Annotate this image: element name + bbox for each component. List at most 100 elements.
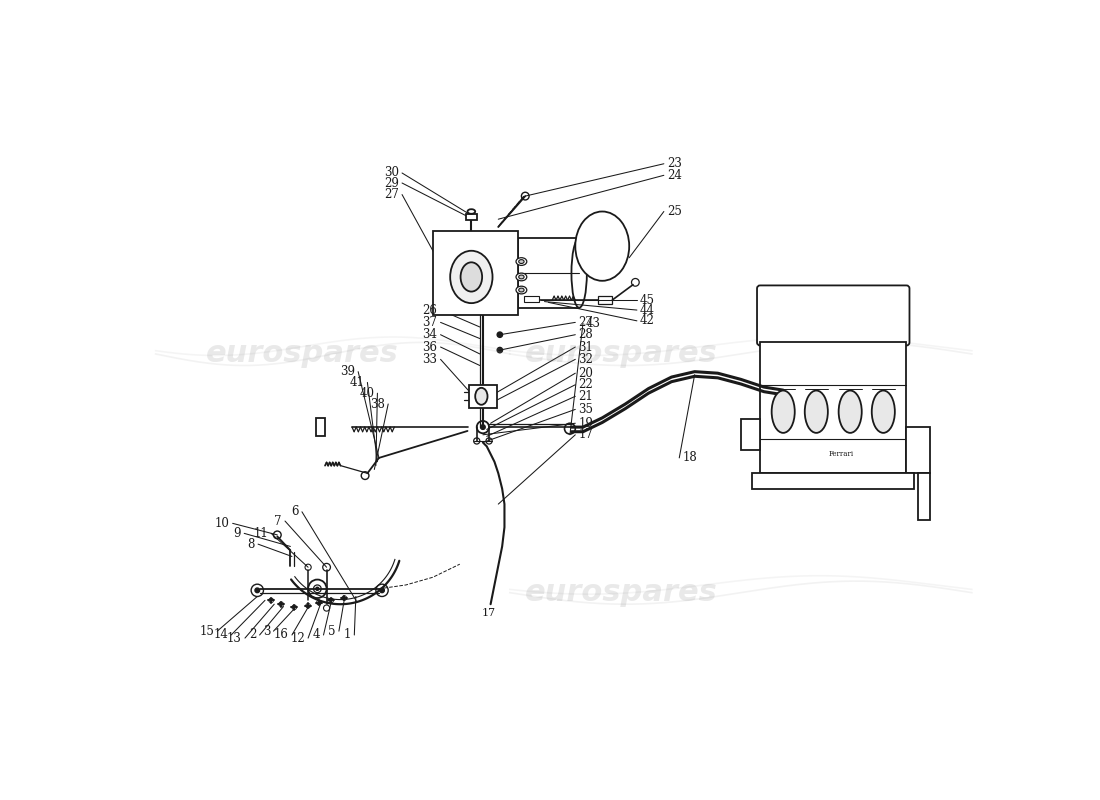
Text: 14: 14	[213, 629, 228, 642]
Circle shape	[497, 332, 503, 338]
Text: 12: 12	[290, 631, 305, 645]
Circle shape	[631, 278, 639, 286]
Text: 17: 17	[579, 428, 593, 442]
Text: 23: 23	[667, 158, 682, 170]
Text: 2: 2	[249, 629, 256, 642]
Text: 19: 19	[579, 417, 593, 430]
Ellipse shape	[468, 209, 475, 214]
Text: 38: 38	[371, 398, 385, 410]
Circle shape	[251, 584, 264, 597]
Text: 10: 10	[214, 517, 230, 530]
Ellipse shape	[519, 288, 524, 292]
Text: 37: 37	[422, 316, 438, 329]
Circle shape	[305, 564, 311, 570]
Text: 3: 3	[263, 625, 271, 638]
Text: 27: 27	[579, 316, 593, 329]
Text: 33: 33	[422, 353, 438, 366]
Text: 9: 9	[233, 527, 241, 540]
Circle shape	[486, 438, 492, 444]
Circle shape	[437, 304, 444, 312]
Text: 40: 40	[360, 386, 374, 400]
Text: 26: 26	[422, 303, 438, 317]
Text: 1: 1	[344, 629, 351, 642]
Text: 24: 24	[667, 169, 682, 182]
Circle shape	[329, 598, 333, 602]
Bar	[741, 419, 760, 450]
Text: 15: 15	[199, 625, 214, 638]
Circle shape	[746, 428, 757, 438]
Circle shape	[476, 421, 490, 434]
Circle shape	[376, 584, 388, 597]
Text: 5: 5	[328, 625, 336, 638]
Ellipse shape	[519, 275, 524, 279]
Circle shape	[506, 234, 514, 242]
Circle shape	[595, 258, 602, 265]
Bar	[316, 418, 326, 436]
Text: 13: 13	[227, 631, 242, 645]
Circle shape	[268, 598, 274, 602]
Text: 25: 25	[667, 205, 682, 218]
Ellipse shape	[838, 390, 861, 433]
Circle shape	[437, 234, 444, 242]
Text: 32: 32	[579, 353, 593, 366]
Text: 43: 43	[586, 317, 601, 330]
Text: 45: 45	[640, 294, 654, 306]
Text: 18: 18	[682, 451, 697, 464]
Bar	[466, 214, 476, 220]
Text: 22: 22	[579, 378, 593, 391]
Text: 21: 21	[579, 390, 593, 403]
Bar	[433, 230, 518, 315]
Text: 11: 11	[253, 527, 268, 540]
Text: 35: 35	[579, 403, 593, 416]
Text: 6: 6	[292, 506, 299, 518]
Circle shape	[323, 605, 330, 611]
FancyBboxPatch shape	[757, 286, 910, 346]
Circle shape	[316, 587, 319, 590]
Ellipse shape	[450, 250, 493, 303]
Bar	[598, 296, 613, 304]
Text: 8: 8	[248, 538, 255, 550]
Text: Ferrari: Ferrari	[828, 450, 854, 458]
Circle shape	[521, 192, 529, 200]
Ellipse shape	[575, 211, 629, 281]
Text: 28: 28	[579, 328, 593, 341]
Circle shape	[594, 230, 603, 239]
Ellipse shape	[772, 390, 794, 433]
Ellipse shape	[872, 390, 895, 433]
Bar	[760, 342, 906, 474]
Bar	[906, 427, 930, 474]
Text: 41: 41	[350, 376, 364, 389]
Text: 30: 30	[384, 166, 399, 179]
Bar	[752, 474, 914, 489]
Ellipse shape	[519, 260, 524, 263]
Text: 4: 4	[312, 629, 320, 642]
Text: 34: 34	[422, 328, 438, 341]
Circle shape	[278, 602, 284, 606]
Text: 16: 16	[274, 629, 289, 642]
Ellipse shape	[461, 262, 482, 291]
Circle shape	[255, 588, 260, 593]
Text: 36: 36	[422, 341, 438, 354]
Circle shape	[342, 596, 346, 600]
Text: eurospares: eurospares	[206, 339, 398, 369]
Ellipse shape	[516, 273, 527, 281]
Ellipse shape	[805, 390, 828, 433]
Text: 31: 31	[579, 341, 593, 354]
Bar	[517, 238, 579, 308]
Bar	[469, 385, 497, 408]
Circle shape	[481, 425, 485, 430]
Circle shape	[781, 389, 793, 401]
Circle shape	[292, 605, 297, 610]
Circle shape	[317, 600, 321, 605]
Circle shape	[564, 423, 575, 434]
Circle shape	[274, 531, 282, 538]
Circle shape	[308, 579, 327, 598]
Ellipse shape	[572, 238, 587, 308]
Circle shape	[361, 472, 368, 479]
Circle shape	[322, 563, 330, 571]
Circle shape	[379, 588, 384, 593]
Circle shape	[497, 347, 503, 353]
Text: 44: 44	[640, 303, 654, 317]
Ellipse shape	[516, 258, 527, 266]
Text: 20: 20	[579, 366, 593, 380]
